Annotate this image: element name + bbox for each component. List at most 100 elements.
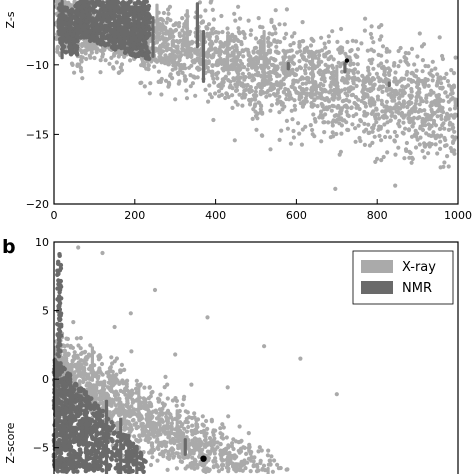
xray-point xyxy=(451,139,456,144)
xray-point xyxy=(322,120,327,125)
xray-point xyxy=(427,71,432,76)
xray-point xyxy=(382,122,387,127)
xray-point xyxy=(294,89,299,94)
xray-point xyxy=(374,71,379,76)
xray-point xyxy=(401,104,406,109)
xray-point xyxy=(77,379,82,384)
xray-point xyxy=(330,65,336,70)
xray-point xyxy=(331,57,336,62)
xray-point xyxy=(127,408,132,413)
xray-point xyxy=(413,128,418,133)
xray-point xyxy=(393,183,398,188)
xray-point xyxy=(301,99,306,104)
xray-point xyxy=(386,66,391,71)
xray-point xyxy=(447,113,452,118)
xray-point xyxy=(406,128,412,133)
xray-point xyxy=(150,389,155,395)
xray-point xyxy=(293,107,298,112)
xray-point xyxy=(357,78,362,83)
xray-point xyxy=(354,112,359,117)
xray-point xyxy=(62,0,68,5)
xray-point xyxy=(116,70,121,75)
nmr-point xyxy=(119,42,124,47)
xray-point xyxy=(197,454,202,459)
xray-point xyxy=(201,468,206,473)
xray-point xyxy=(191,465,197,471)
xray-point xyxy=(144,405,149,410)
xray-point xyxy=(284,31,289,36)
xray-point xyxy=(401,120,406,125)
xray-point xyxy=(398,59,403,64)
xray-point xyxy=(194,50,199,55)
xray-point xyxy=(259,133,264,138)
xray-point xyxy=(245,67,250,72)
xray-point xyxy=(364,127,369,132)
nmr-point xyxy=(140,10,145,16)
xray-point xyxy=(355,62,360,67)
xray-point xyxy=(450,126,455,131)
xray-point xyxy=(150,444,155,449)
xray-point xyxy=(370,140,375,145)
xray-point xyxy=(410,70,415,75)
xray-point xyxy=(308,123,313,128)
xray-point xyxy=(239,438,244,443)
xray-point xyxy=(157,54,162,60)
nmr-streak xyxy=(60,0,64,60)
xray-point xyxy=(216,469,221,474)
nmr-point xyxy=(141,0,147,4)
xray-point xyxy=(256,57,261,62)
xray-point xyxy=(220,77,225,82)
xray-point xyxy=(217,47,222,52)
xray-point xyxy=(300,127,305,132)
xray-point xyxy=(106,380,111,385)
xray-point xyxy=(236,4,241,9)
xray-point xyxy=(203,87,208,92)
xray-point xyxy=(362,109,367,115)
xray-point xyxy=(107,61,112,66)
xray-point xyxy=(337,95,342,100)
xray-point xyxy=(234,84,239,89)
nmr-point xyxy=(74,1,80,7)
xray-point xyxy=(376,127,381,132)
xray-point xyxy=(287,90,292,95)
nmr-point xyxy=(89,37,94,42)
nmr-point xyxy=(90,18,96,23)
xray-point xyxy=(319,109,324,114)
xray-point xyxy=(253,89,258,94)
xray-point xyxy=(162,424,167,429)
xray-point xyxy=(330,123,335,128)
xray-point xyxy=(153,57,158,62)
xray-point xyxy=(107,377,113,382)
xray-point xyxy=(62,344,67,349)
xray-point xyxy=(228,79,233,84)
xray-point xyxy=(254,127,259,132)
nmr-point xyxy=(129,37,135,43)
xray-point xyxy=(355,47,361,52)
xray-point xyxy=(374,106,379,111)
xray-point xyxy=(268,458,273,463)
xray-point xyxy=(365,111,370,116)
xray-point xyxy=(274,44,279,49)
xray-point xyxy=(250,116,255,121)
xray-point xyxy=(447,122,452,127)
panel-b-letter: b xyxy=(2,236,16,258)
xray-point xyxy=(377,79,382,84)
xray-point xyxy=(438,76,444,81)
xray-point xyxy=(340,118,345,123)
xray-point xyxy=(246,87,252,93)
xray-point xyxy=(134,421,139,426)
xray-point xyxy=(258,43,263,48)
xray-point xyxy=(211,117,216,123)
xray-point xyxy=(211,428,216,433)
xray-point xyxy=(171,447,176,452)
xray-point xyxy=(79,50,85,55)
xray-point xyxy=(353,77,358,82)
xray-point xyxy=(446,164,451,169)
xray-point xyxy=(393,115,398,120)
xray-point xyxy=(429,133,434,138)
xray-point xyxy=(433,123,439,128)
xray-point xyxy=(398,88,403,93)
nmr-point xyxy=(139,45,145,51)
nmr-point xyxy=(74,34,80,39)
xray-point xyxy=(178,420,183,425)
